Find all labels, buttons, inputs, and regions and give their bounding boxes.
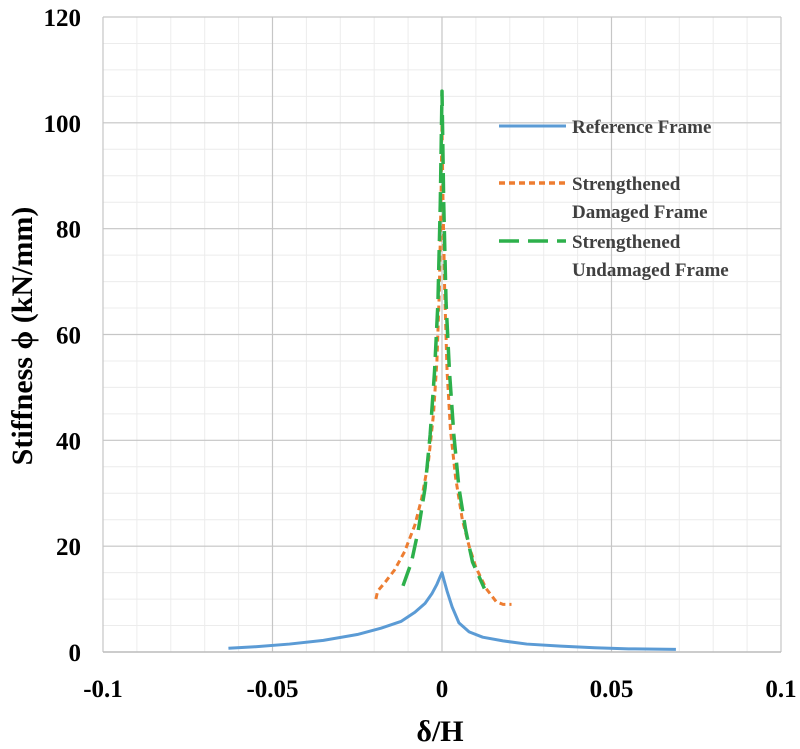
- x-tick-label: 0.1: [765, 676, 796, 703]
- x-axis-title: δ/H: [416, 715, 463, 748]
- legend-label-1: Damaged Frame: [572, 202, 708, 223]
- series-line-0: [228, 571, 676, 651]
- legend-label-2: Strengthened: [572, 232, 681, 253]
- legend: Reference Frame Strengthened Damaged Frame…: [499, 117, 729, 281]
- series-line-1: [374, 121, 512, 606]
- legend-label-0: Reference Frame: [572, 117, 711, 138]
- y-tick-label: 100: [44, 111, 82, 138]
- series-layer: [228, 89, 676, 651]
- x-tick-labels: -0.1 -0.05 0 0.05 0.1: [83, 676, 796, 703]
- series-line-2: [401, 89, 486, 590]
- y-tick-label: 20: [56, 534, 81, 561]
- x-tick-label: -0.1: [83, 676, 123, 703]
- y-tick-label: 0: [69, 640, 82, 667]
- y-tick-label: 40: [56, 428, 81, 455]
- y-tick-label: 80: [56, 217, 81, 244]
- y-axis-title: Stiffness ϕ (kN/mm): [6, 207, 39, 466]
- x-tick-label: 0.05: [590, 676, 634, 703]
- y-tick-labels: 0 20 40 60 80 100 120: [44, 5, 82, 667]
- legend-label-2: Undamaged Frame: [572, 260, 729, 281]
- legend-label-1: Strengthened: [572, 174, 681, 195]
- y-tick-label: 120: [44, 5, 82, 32]
- major-grid: [102, 16, 782, 653]
- x-tick-label: -0.05: [246, 676, 298, 703]
- y-tick-label: 60: [56, 323, 81, 350]
- x-tick-label: 0: [436, 676, 449, 703]
